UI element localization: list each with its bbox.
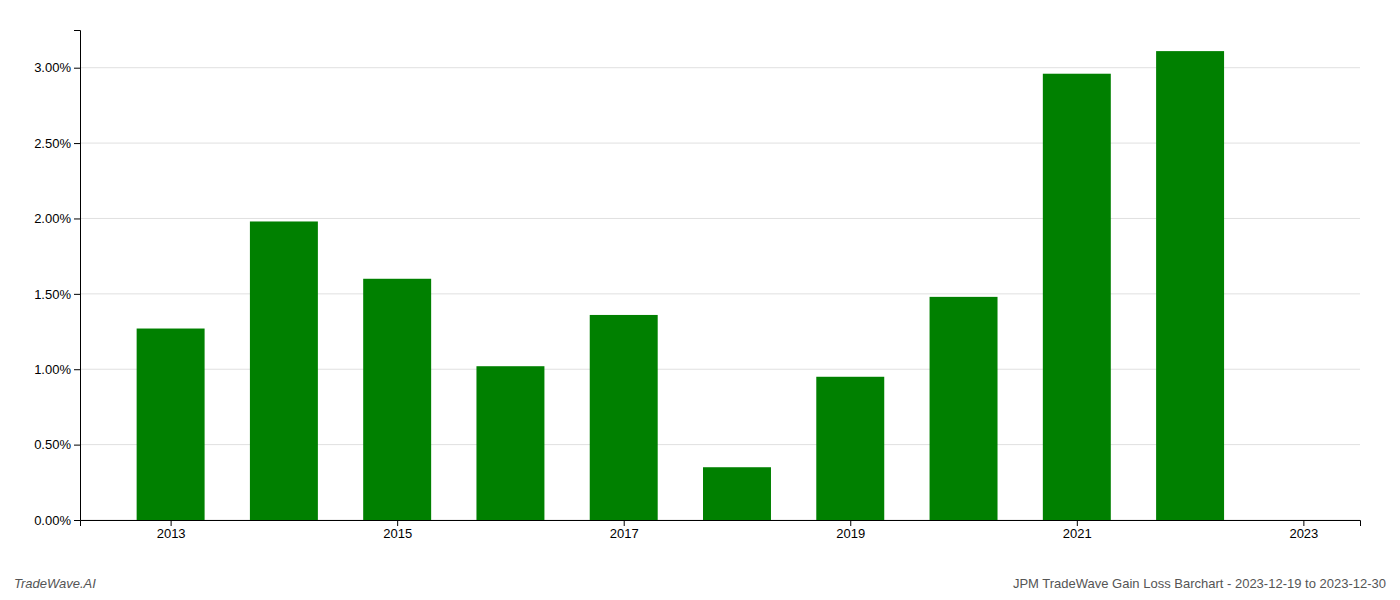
x-tick-label: 2023	[1289, 526, 1318, 541]
y-tick: 1.50%	[34, 287, 80, 302]
y-tick-mark	[74, 445, 80, 446]
bar	[137, 329, 205, 520]
y-tick: 2.50%	[34, 136, 80, 151]
x-tick-label: 2017	[610, 526, 639, 541]
bar	[930, 297, 998, 520]
bar	[250, 221, 318, 520]
y-tick: 0.50%	[34, 437, 80, 452]
bar	[703, 467, 771, 520]
y-tick-mark	[74, 369, 80, 370]
bar	[363, 279, 431, 520]
y-tick-mark	[74, 218, 80, 219]
y-axis: 0.00% 0.50% 1.00% 1.50% 2.00% 2.50% 3.00%	[34, 31, 80, 528]
x-tick: 2021	[1063, 520, 1092, 541]
x-tick: 2023	[1289, 520, 1318, 541]
y-axis-line	[74, 31, 81, 521]
y-tick-label: 1.50%	[34, 287, 71, 302]
y-tick: 0.00%	[34, 513, 80, 528]
y-tick-label: 2.00%	[34, 211, 71, 226]
chart: 2013 2015 2017 2019 2021 2023 0.00% 0.50% 1.00% 1…	[0, 0, 1400, 600]
y-tick-label: 2.50%	[34, 136, 71, 151]
x-tick-label: 2021	[1063, 526, 1092, 541]
y-tick-label: 3.00%	[34, 60, 71, 75]
bar	[1043, 74, 1111, 520]
x-tick: 2017	[610, 520, 639, 541]
title: JPM TradeWave Gain Loss Barchart - 2023-…	[1013, 576, 1386, 591]
x-tick: 2015	[383, 520, 412, 541]
annotation: TradeWave.AI	[14, 576, 96, 591]
x-tick-mark	[1303, 520, 1304, 526]
y-tick-mark	[74, 520, 80, 521]
bar	[1156, 51, 1224, 520]
x-tick: 2019	[836, 520, 865, 541]
y-tick-label: 0.50%	[34, 437, 71, 452]
x-tick-mark	[397, 520, 398, 526]
y-tick-mark	[74, 68, 80, 69]
x-tick-mark	[171, 520, 172, 526]
x-tick-mark	[1077, 520, 1078, 526]
plot: 2013 2015 2017 2019 2021 2023 0.00% 0.50% 1.00% 1…	[34, 31, 1360, 542]
x-tick-label: 2015	[383, 526, 412, 541]
x-tick-mark	[624, 520, 625, 526]
bars	[137, 51, 1224, 520]
bar	[590, 315, 658, 520]
x-axis-line	[81, 521, 1361, 527]
y-tick-mark	[74, 143, 80, 144]
x-tick-label: 2019	[836, 526, 865, 541]
x-tick-label: 2013	[157, 526, 186, 541]
y-tick-label: 0.00%	[34, 513, 71, 528]
bar	[816, 377, 884, 520]
y-tick: 1.00%	[34, 362, 80, 377]
x-tick: 2013	[157, 520, 186, 541]
x-axis: 2013 2015 2017 2019 2021 2023	[81, 520, 1361, 541]
y-tick: 3.00%	[34, 60, 80, 75]
y-tick-mark	[74, 294, 80, 295]
y-tick-label: 1.00%	[34, 362, 71, 377]
bar	[476, 366, 544, 520]
x-tick-mark	[850, 520, 851, 526]
y-tick: 2.00%	[34, 211, 80, 226]
